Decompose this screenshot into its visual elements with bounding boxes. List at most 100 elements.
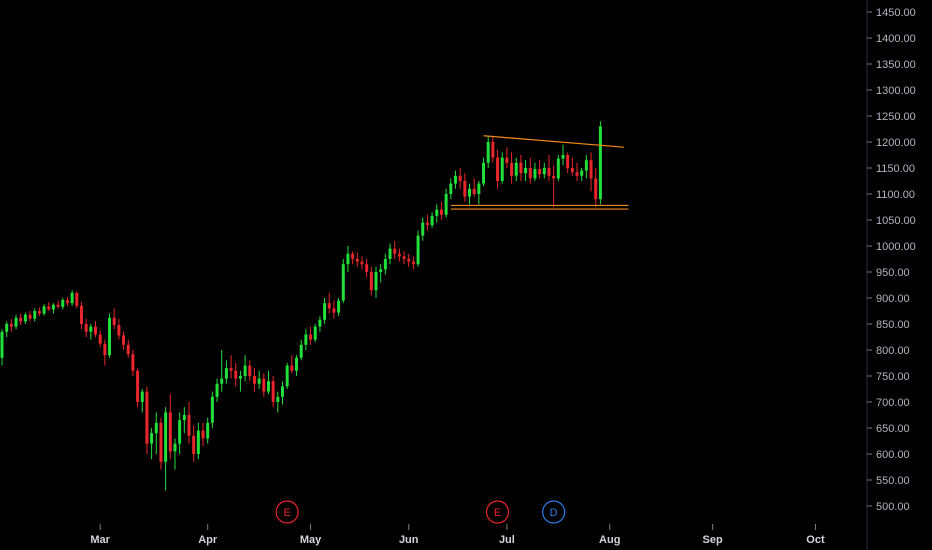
candle-body — [327, 303, 331, 309]
candle-body — [122, 335, 126, 345]
candle — [47, 302, 51, 311]
candle — [168, 394, 172, 460]
candle-body — [33, 311, 37, 319]
candle-body — [266, 381, 270, 392]
candle-body — [337, 300, 341, 313]
month-label: Mar — [90, 534, 110, 546]
candle — [355, 252, 359, 267]
candle — [542, 162, 546, 179]
candle — [220, 350, 224, 392]
candle-body — [98, 334, 102, 344]
candle — [295, 355, 299, 376]
candle-body — [584, 160, 588, 171]
candle-body — [566, 155, 570, 168]
candle — [393, 240, 397, 259]
candle — [552, 165, 556, 207]
candle — [304, 329, 308, 350]
candle — [383, 253, 387, 275]
candle-body — [299, 344, 303, 358]
candle-body — [594, 178, 598, 200]
candle — [136, 368, 140, 408]
candle — [444, 188, 448, 218]
month-label: May — [300, 534, 322, 546]
candle — [379, 264, 383, 283]
candle — [346, 246, 350, 272]
candle — [309, 326, 313, 345]
candle — [210, 391, 214, 428]
candle-body — [397, 253, 401, 257]
candle — [89, 324, 93, 340]
candle — [468, 183, 471, 205]
candle-body — [463, 181, 467, 197]
candle — [192, 425, 196, 462]
candle — [61, 298, 65, 310]
candle — [154, 412, 158, 454]
candle — [56, 300, 60, 309]
candle-body — [79, 305, 83, 324]
candle-body — [538, 169, 542, 175]
candle-body — [425, 222, 429, 226]
candle — [528, 157, 532, 184]
candle — [430, 212, 434, 228]
candle-body — [458, 175, 462, 181]
candle-body — [42, 306, 46, 314]
candle — [23, 312, 27, 324]
candle-body — [0, 331, 4, 358]
candle — [313, 324, 317, 343]
candle-body — [215, 383, 219, 397]
price-tick-label: 750.00 — [876, 371, 910, 383]
price-tick-label: 800.00 — [876, 345, 910, 357]
candle-body — [220, 378, 224, 384]
candle-body — [304, 334, 308, 345]
trendline[interactable] — [483, 135, 624, 148]
candle-body — [178, 420, 182, 444]
candle-body — [51, 304, 55, 310]
candle-body — [514, 162, 518, 176]
price-axis[interactable]: 500.00 550.00 600.00 650.00 700.00 750.00 800.… — [867, 7, 916, 513]
candle — [402, 251, 406, 265]
candle-body — [435, 209, 439, 216]
price-tick-label: 850.00 — [876, 319, 910, 331]
candle — [224, 360, 228, 384]
month-label: Oct — [806, 534, 825, 546]
candle — [299, 339, 303, 361]
candle-body — [510, 162, 514, 176]
candle-body — [360, 261, 364, 265]
candle-body — [84, 324, 88, 332]
candle — [0, 329, 4, 366]
candle — [411, 256, 415, 270]
candle — [238, 370, 242, 392]
marker-circle — [485, 500, 510, 524]
candle — [206, 417, 210, 444]
month-label: Aug — [599, 534, 620, 546]
candle — [505, 147, 509, 168]
candle-body — [65, 300, 69, 304]
candle — [439, 201, 443, 220]
candle-body — [561, 155, 565, 159]
candle-body — [468, 188, 471, 197]
marker-label: E — [284, 507, 291, 519]
earnings-marker[interactable]: E — [485, 500, 510, 524]
candle-body — [201, 430, 205, 439]
candle-body — [229, 368, 233, 371]
candle-body — [117, 325, 121, 336]
earnings-marker[interactable]: E — [275, 500, 299, 524]
candle-body — [388, 248, 392, 259]
dividend-marker[interactable]: D — [542, 500, 566, 524]
candle-body — [570, 168, 574, 173]
candle — [453, 170, 457, 189]
candle — [19, 313, 23, 326]
candle — [33, 308, 37, 322]
candle-body — [533, 169, 537, 179]
candle-body — [542, 168, 546, 175]
candle — [182, 407, 186, 434]
candle — [425, 214, 429, 231]
candle-body — [14, 317, 18, 327]
time-axis[interactable]: Mar Apr May Jun Jul Aug Sep Oct — [90, 524, 825, 546]
candle-body — [346, 253, 350, 265]
candle — [122, 331, 126, 350]
candle — [416, 230, 420, 267]
candle-body — [182, 415, 186, 421]
candle — [187, 402, 191, 444]
